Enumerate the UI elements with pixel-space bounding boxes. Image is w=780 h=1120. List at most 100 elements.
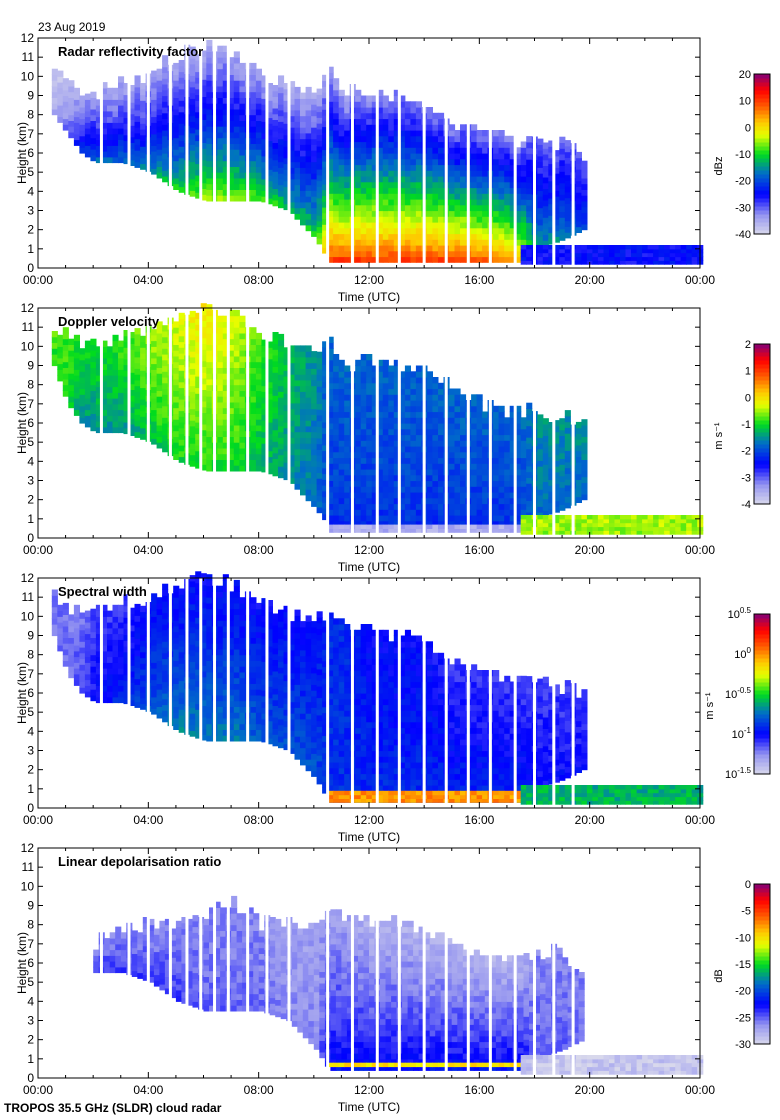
heatmap-cell xyxy=(581,436,588,443)
heatmap-cell xyxy=(206,361,213,368)
heatmap-cell xyxy=(222,401,229,409)
heatmap-cell xyxy=(355,187,362,194)
heatmap-cell xyxy=(162,371,169,378)
heatmap-cell xyxy=(327,469,334,476)
heatmap-cell xyxy=(283,157,290,165)
heatmap-cell xyxy=(206,166,213,173)
heatmap-cell xyxy=(250,459,257,466)
heatmap-cell xyxy=(316,363,323,370)
heatmap-cell xyxy=(305,224,312,232)
heatmap-cell xyxy=(90,390,97,397)
heatmap-cell xyxy=(542,228,549,235)
heatmap-cell xyxy=(283,433,290,440)
low-cloud-cell xyxy=(669,522,676,528)
heatmap-cell xyxy=(233,114,240,121)
heatmap-cell xyxy=(173,80,180,87)
heatmap-cell xyxy=(250,131,257,139)
heatmap-cell xyxy=(90,396,97,403)
heatmap-cell xyxy=(90,143,97,150)
heatmap-cell xyxy=(360,520,367,528)
heatmap-cell xyxy=(432,124,439,131)
heatmap-cell xyxy=(129,424,136,431)
heatmap-cell xyxy=(360,388,367,395)
heatmap-cell xyxy=(316,169,323,176)
heatmap-cell xyxy=(228,195,235,202)
heatmap-cell xyxy=(393,222,400,229)
heatmap-cell xyxy=(498,147,505,154)
heatmap-cell xyxy=(62,332,69,340)
heatmap-cell xyxy=(559,452,566,459)
heatmap-cell xyxy=(189,173,196,180)
heatmap-cell xyxy=(498,486,505,493)
heatmap-cell xyxy=(140,410,147,417)
heatmap-cell xyxy=(426,170,433,177)
heatmap-cell xyxy=(62,107,69,114)
heatmap-cell xyxy=(233,465,240,472)
low-cloud-cell xyxy=(581,522,588,528)
heatmap-cell xyxy=(360,497,367,505)
heatmap-cell xyxy=(482,181,489,189)
heatmap-cell xyxy=(228,315,235,322)
heatmap-cell xyxy=(520,147,527,154)
heatmap-cell xyxy=(255,97,262,104)
heatmap-cell xyxy=(432,428,439,436)
heatmap-cell xyxy=(118,426,125,434)
heatmap-cell xyxy=(206,430,213,437)
heatmap-cell xyxy=(355,153,362,160)
heatmap-cell xyxy=(222,114,229,121)
heatmap-cell xyxy=(432,135,439,143)
heatmap-cell xyxy=(178,117,185,124)
heatmap-cell xyxy=(360,256,367,263)
heatmap-cell xyxy=(233,74,240,81)
data-gap xyxy=(571,38,575,268)
heatmap-cell xyxy=(575,220,582,228)
heatmap-cell xyxy=(151,116,158,123)
surface-band-cell xyxy=(509,524,516,529)
heatmap-cell xyxy=(575,203,582,210)
heatmap-cell xyxy=(553,196,560,203)
heatmap-cell xyxy=(366,411,373,418)
heatmap-cell xyxy=(504,434,511,441)
low-cloud-cell xyxy=(559,526,566,531)
heatmap-cell xyxy=(112,145,119,152)
heatmap-cell xyxy=(222,453,229,460)
heatmap-cell xyxy=(101,403,108,411)
heatmap-cell xyxy=(377,245,384,252)
heatmap-cell xyxy=(355,233,362,240)
low-cloud-cell xyxy=(620,245,627,250)
heatmap-cell xyxy=(476,411,483,418)
heatmap-cell xyxy=(438,239,445,246)
heatmap-cell xyxy=(95,426,102,434)
heatmap-cell xyxy=(222,154,229,162)
heatmap-cell xyxy=(388,107,395,114)
heatmap-cell xyxy=(520,199,527,206)
colorbar-segment xyxy=(754,150,770,155)
heatmap-cell xyxy=(239,361,246,368)
heatmap-cell xyxy=(460,492,467,499)
heatmap-cell xyxy=(200,343,207,350)
heatmap-cell xyxy=(222,149,229,156)
heatmap-cell xyxy=(178,175,185,182)
heatmap-cell xyxy=(206,396,213,403)
heatmap-cell xyxy=(278,351,285,358)
heatmap-cell xyxy=(371,176,378,183)
low-cloud-cell xyxy=(553,252,560,258)
heatmap-cell xyxy=(134,115,141,122)
heatmap-cell xyxy=(438,227,445,235)
low-cloud-cell xyxy=(520,522,527,528)
heatmap-cell xyxy=(355,440,362,447)
heatmap-cell xyxy=(305,201,312,209)
heatmap-cell xyxy=(151,403,158,411)
heatmap-cell xyxy=(278,374,285,381)
heatmap-cell xyxy=(206,436,213,443)
heatmap-cell xyxy=(388,199,395,206)
heatmap-cell xyxy=(228,378,235,386)
heatmap-cell xyxy=(460,423,467,430)
low-cloud-cell xyxy=(553,245,560,250)
surface-band-cell xyxy=(366,528,373,533)
heatmap-cell xyxy=(289,391,296,398)
heatmap-cell xyxy=(107,375,114,382)
heatmap-cell xyxy=(449,147,456,154)
heatmap-cell xyxy=(515,239,522,246)
surface-band-cell xyxy=(460,524,467,529)
